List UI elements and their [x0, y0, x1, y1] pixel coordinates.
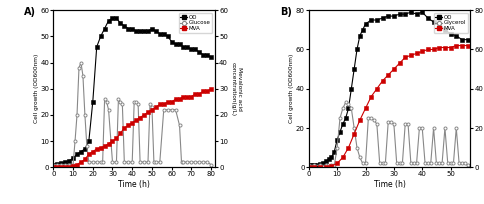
Legend: OD, Glycerol, MVA: OD, Glycerol, MVA: [433, 13, 467, 33]
Y-axis label: Mevalonic acid
concentration(g/L): Mevalonic acid concentration(g/L): [230, 62, 241, 116]
Y-axis label: Cell growth (OD600nm): Cell growth (OD600nm): [288, 54, 294, 123]
X-axis label: Time (h): Time (h): [373, 180, 405, 189]
Y-axis label: Cell growth (OD600nm): Cell growth (OD600nm): [34, 54, 39, 123]
Text: A): A): [24, 7, 36, 17]
Legend: OD, Glucose, MVA: OD, Glucose, MVA: [178, 13, 212, 33]
X-axis label: Time (h): Time (h): [118, 180, 150, 189]
Text: B): B): [279, 7, 291, 17]
